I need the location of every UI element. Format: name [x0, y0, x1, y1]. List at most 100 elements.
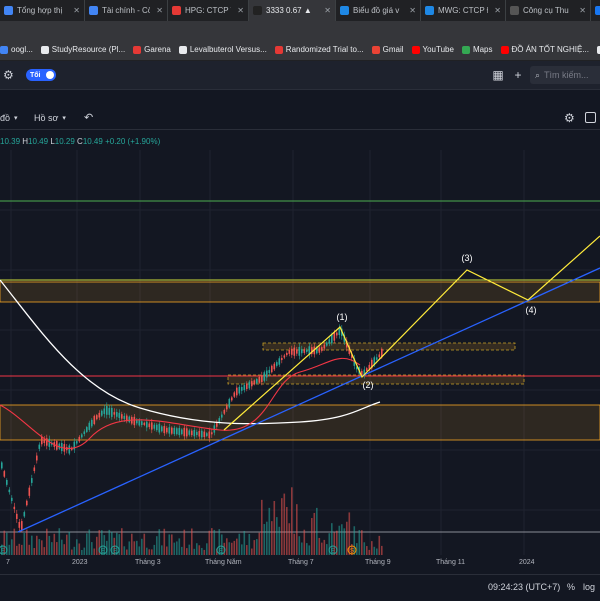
- volume-bar: [28, 544, 31, 555]
- close-tab-icon[interactable]: ✕: [409, 6, 416, 15]
- candle-body: [141, 421, 143, 426]
- volume-bar: [293, 533, 296, 555]
- chart-toolbar: đồ ▾ Hồ sơ ▾ ↶ ⚙: [0, 109, 600, 130]
- ohlc-high-label: H: [22, 137, 29, 146]
- browser-tab[interactable]: MWG: CTCP Đ ✕: [421, 0, 506, 21]
- candle-body: [93, 415, 96, 425]
- volume-bar: [318, 537, 321, 555]
- candle-body: [183, 427, 186, 437]
- bookmark-favicon-icon: [274, 45, 283, 54]
- settings-gear-icon[interactable]: ⚙: [3, 68, 14, 82]
- browser-tab[interactable]: Tổng hợp thị ✕: [0, 0, 85, 21]
- bookmark-item[interactable]: Garena: [133, 45, 171, 54]
- bookmark-item[interactable]: oogl...: [0, 45, 33, 54]
- volume-bar: [308, 545, 311, 555]
- close-tab-icon[interactable]: ✕: [324, 6, 331, 15]
- candle-body: [378, 354, 381, 358]
- bookmark-favicon-icon: [461, 45, 470, 54]
- browser-tab[interactable]: Biểu đồ giá v ✕: [336, 0, 421, 21]
- bookmark-item[interactable]: ĐỒ ÁN TỐT NGHIỆ...: [500, 45, 589, 54]
- browser-tab[interactable]: Tài chính - Cổ ✕: [85, 0, 168, 21]
- tab-favicon-icon: [89, 6, 98, 15]
- candle-body: [343, 334, 346, 342]
- volume-bar: [306, 543, 308, 555]
- bookmark-item[interactable]: Levalbuterol Versus...: [178, 45, 267, 54]
- browser-tab[interactable]: Công cụ Thu ✕: [506, 0, 591, 21]
- volume-bar: [246, 545, 248, 555]
- candle-body: [121, 414, 123, 419]
- event-marker-label: S: [350, 549, 354, 555]
- volume-bar: [171, 534, 173, 555]
- snapshot-icon[interactable]: [585, 112, 596, 123]
- candle-body: [268, 369, 271, 374]
- bookmark-item[interactable]: Chinese learner: [597, 45, 600, 54]
- close-tab-icon[interactable]: ✕: [494, 6, 501, 15]
- close-tab-icon[interactable]: ✕: [156, 6, 163, 15]
- bookmark-item[interactable]: Randomized Trial to...: [274, 45, 364, 54]
- close-tab-icon[interactable]: ✕: [579, 6, 586, 15]
- bookmark-item[interactable]: Gmail: [371, 45, 404, 54]
- candle-body: [356, 366, 358, 370]
- add-tab-icon[interactable]: +: [514, 68, 522, 82]
- candle-body: [196, 431, 198, 435]
- browser-tab[interactable]: 3333 0.67 ▲ ✕: [249, 0, 336, 21]
- candle-body: [116, 412, 118, 417]
- chart-type-dropdown[interactable]: đồ ▾: [0, 113, 18, 123]
- candle-body: [6, 479, 8, 485]
- browser-tab[interactable]: HPG: CTCP Tậ ✕: [168, 0, 249, 21]
- ohlc-close-label: C: [77, 137, 83, 146]
- undo-icon[interactable]: ↶: [84, 112, 94, 124]
- candle-body: [371, 359, 373, 369]
- chart-settings-gear-icon[interactable]: ⚙: [564, 111, 575, 125]
- close-tab-icon[interactable]: ✕: [237, 6, 244, 15]
- candle-body: [146, 421, 148, 428]
- profile-dropdown[interactable]: Hồ sơ ▾: [34, 113, 66, 123]
- layout-grid-icon[interactable]: ▦: [492, 68, 504, 82]
- browser-tab[interactable]: Facebook✕: [591, 0, 600, 21]
- search-input[interactable]: Tìm kiếm...: [544, 70, 589, 80]
- candle-body: [311, 347, 313, 355]
- volume-bar: [201, 547, 203, 555]
- bookmark-item[interactable]: StudyResource (Pl...: [40, 45, 125, 54]
- volume-bar: [88, 529, 91, 555]
- tab-title: 3333 0.67 ▲: [266, 6, 312, 15]
- candle-body: [108, 407, 111, 415]
- volume-bar: [128, 541, 131, 555]
- volume-bar: [333, 532, 336, 555]
- percent-scale-toggle[interactable]: %: [567, 582, 576, 592]
- volume-bar: [211, 528, 213, 555]
- volume-bar: [286, 507, 288, 555]
- event-marker-circle: [347, 545, 357, 555]
- volume-bar: [243, 530, 246, 555]
- support-zone: [227, 374, 525, 385]
- log-scale-toggle[interactable]: log: [583, 582, 596, 592]
- volume-bar: [56, 542, 58, 555]
- candle-body: [251, 381, 253, 387]
- candle-body: [81, 434, 83, 438]
- tab-title: MWG: CTCP Đ: [438, 6, 489, 15]
- wave-annotations: (1) (2) (3) (4): [337, 253, 537, 390]
- wave-label: (2): [363, 380, 374, 390]
- candle-body: [266, 370, 268, 378]
- bookmark-item[interactable]: Maps: [461, 45, 493, 54]
- time-tick-label: Tháng 3: [135, 559, 161, 566]
- bookmark-item[interactable]: YouTube: [411, 45, 454, 54]
- event-marker-label: E: [113, 549, 117, 555]
- candle-body: [138, 419, 141, 426]
- time-tick-label: Tháng 9: [365, 559, 391, 566]
- ohlc-high: 10.49: [28, 137, 49, 146]
- volume-bar: [331, 523, 333, 555]
- bookmark-favicon-icon: [0, 45, 8, 54]
- candle-body: [68, 445, 71, 454]
- candle-body: [226, 405, 228, 410]
- close-tab-icon[interactable]: ✕: [73, 6, 80, 15]
- theme-toggle[interactable]: Tối: [26, 69, 56, 81]
- volume-bar: [283, 493, 286, 555]
- search-box[interactable]: ⌕ Tìm kiếm...: [530, 66, 600, 84]
- price-chart[interactable]: (1) (2) (3) (4) E E E E E S: [0, 150, 600, 555]
- candle-body: [128, 416, 131, 423]
- volume-bar: [21, 544, 23, 555]
- browser-tab-bar: Tổng hợp thị✕Tài chính - Cổ✕HPG: CTCP Tậ…: [0, 0, 600, 21]
- candle-body: [156, 424, 158, 431]
- volume-bar: [68, 531, 71, 555]
